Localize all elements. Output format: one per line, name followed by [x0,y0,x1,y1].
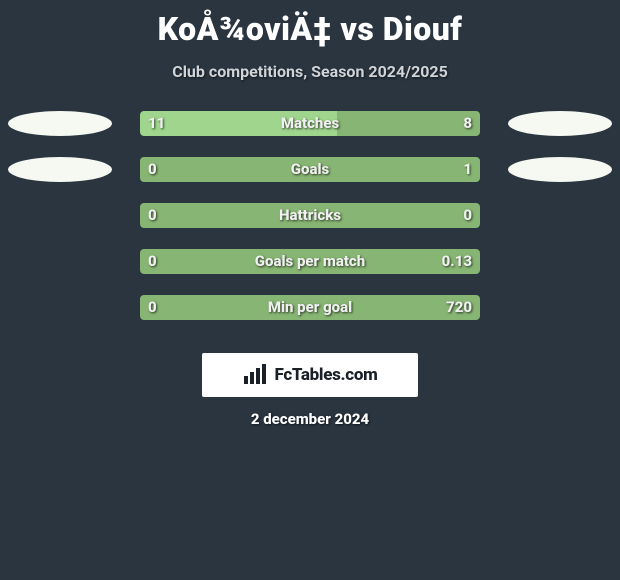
stat-fill-right [140,249,480,274]
stat-fill-right [337,111,480,136]
stat-bar [140,111,480,136]
stat-value-right: 1 [463,157,472,182]
stat-row: 118Matches [0,111,620,157]
chart-icon [242,364,268,386]
stat-value-right: 0 [463,203,472,228]
stat-value-left: 11 [148,111,165,136]
stat-value-left: 0 [148,295,157,320]
subtitle: Club competitions, Season 2024/2025 [0,62,620,81]
stat-value-right: 8 [463,111,472,136]
stat-fill-left [140,111,337,136]
stat-value-right: 0.13 [442,249,472,274]
stat-bar [140,203,480,228]
stat-row: 00Hattricks [0,203,620,249]
stat-row: 00.13Goals per match [0,249,620,295]
stat-row: 01Goals [0,157,620,203]
stat-bar [140,295,480,320]
page-title: KoÅ¾oviÄ‡ vs Diouf [0,0,620,48]
date-text: 2 december 2024 [0,410,620,428]
stat-fill-right [140,295,480,320]
fctables-badge[interactable]: FcTables.com [202,353,418,397]
stat-row: 0720Min per goal [0,295,620,341]
stat-value-left: 0 [148,249,157,274]
player-right-ellipse [508,111,612,136]
stat-fill-right [140,157,480,182]
stat-value-left: 0 [148,203,157,228]
stat-value-right: 720 [446,295,472,320]
stat-fill-left [140,203,480,228]
player-right-ellipse [508,157,612,182]
player-left-ellipse [8,111,112,136]
stat-value-left: 0 [148,157,157,182]
badge-brand: FcTables.com [274,365,377,385]
stat-bar [140,249,480,274]
player-left-ellipse [8,157,112,182]
stat-bar [140,157,480,182]
